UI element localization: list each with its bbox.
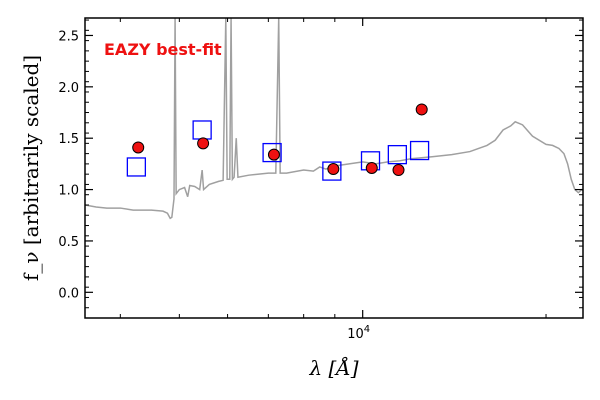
model-spectrum-line — [85, 18, 583, 220]
x-axis-title: λ [Å] — [308, 355, 358, 380]
plot-frame — [84, 17, 584, 319]
observed-flux-point-5 — [392, 164, 405, 177]
y-tick-label: 1.0 — [58, 184, 79, 199]
y-tick-label: 0.0 — [58, 286, 79, 301]
observed-flux-point-2 — [267, 148, 280, 161]
model-flux-square-5 — [387, 144, 407, 165]
model-flux-square-2 — [262, 142, 282, 163]
marker-layer — [126, 103, 430, 181]
model-flux-square-0 — [126, 157, 147, 177]
ticks-layer: 0.0 0.5 1.0 1.5 2.0 2.5 104 — [58, 18, 583, 342]
y-tick-label: 2.0 — [58, 81, 79, 96]
y-tick-label: 1.5 — [58, 132, 79, 147]
y-tick-label: 0.5 — [58, 235, 79, 250]
observed-flux-point-6 — [415, 103, 428, 116]
observed-flux-point-0 — [132, 141, 145, 154]
observed-flux-point-3 — [327, 163, 340, 176]
observed-flux-point-4 — [365, 162, 378, 174]
model-flux-square-3 — [322, 161, 342, 181]
series-layer — [85, 18, 583, 220]
y-tick-label: 2.5 — [58, 29, 79, 44]
y-axis-title: f_ν [arbitrarily scaled] — [19, 55, 43, 281]
observed-flux-point-1 — [197, 137, 210, 150]
annotation-label: EAZY best-fit — [104, 40, 222, 59]
model-flux-square-6 — [409, 140, 430, 161]
x-tick-label: 104 — [347, 324, 370, 342]
x-axis-title-text: λ [Å] — [308, 355, 358, 380]
model-flux-square-1 — [192, 120, 212, 140]
